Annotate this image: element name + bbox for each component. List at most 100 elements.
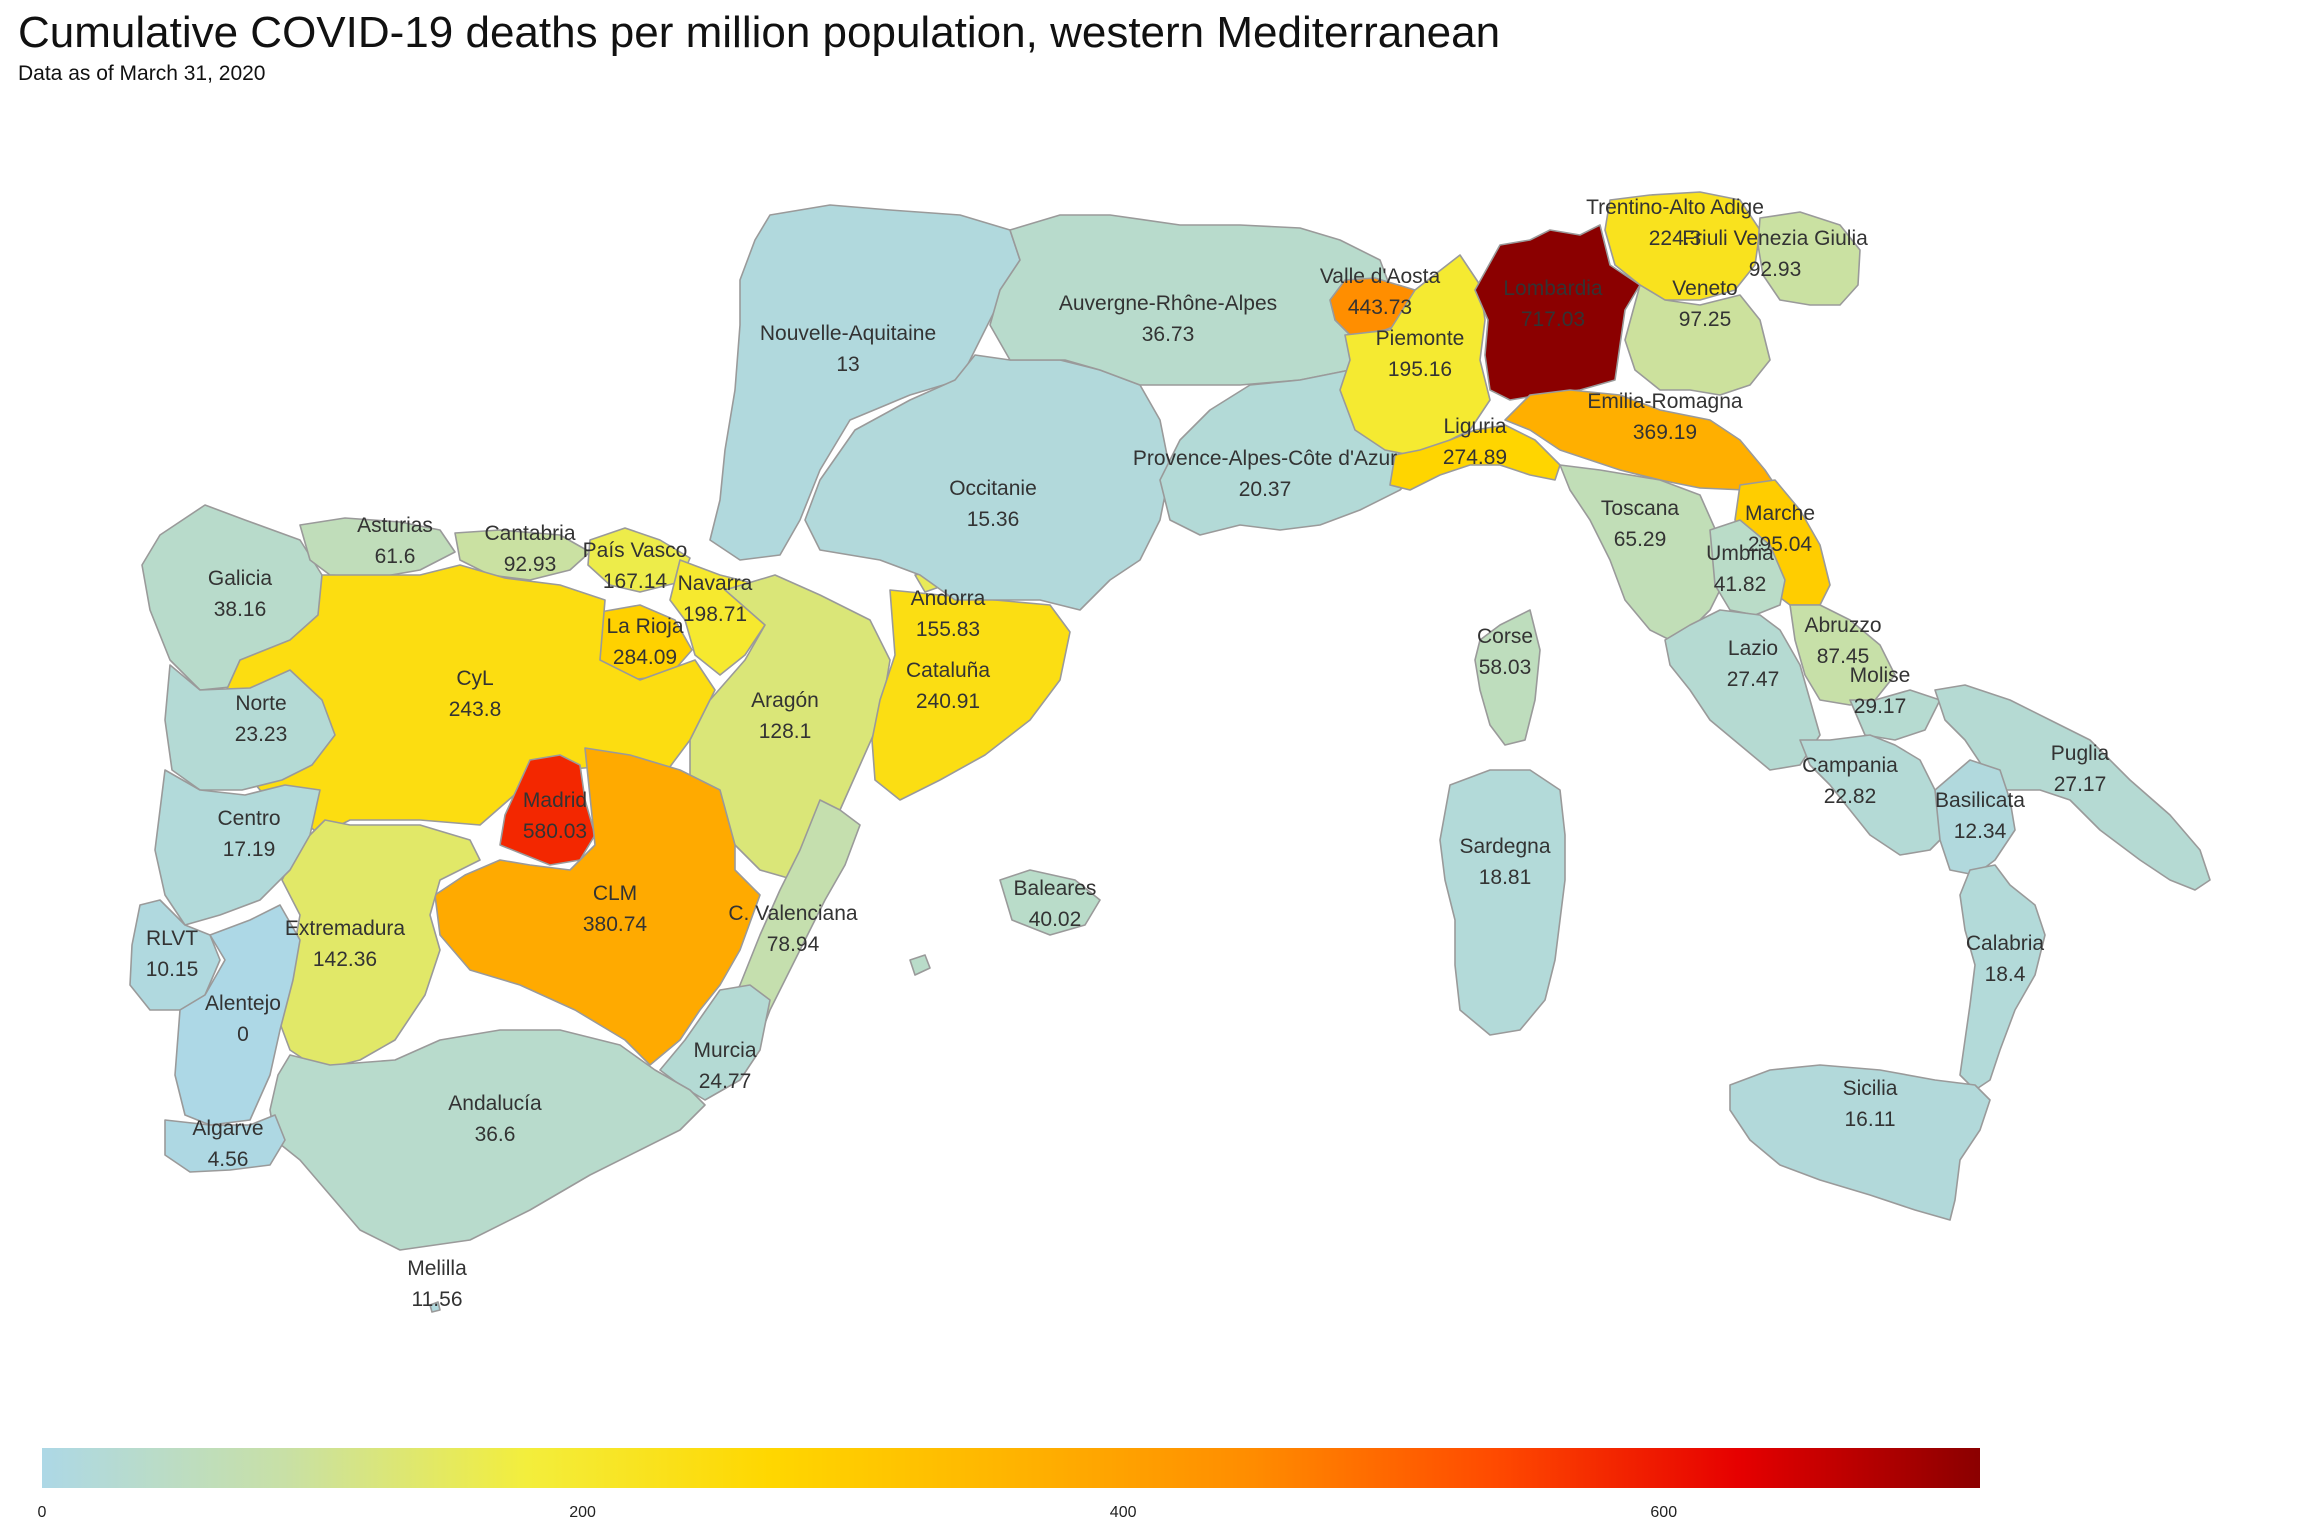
region-sardegna bbox=[1439, 769, 1566, 1036]
region-label-provence-alpes-cote-d-azur: Provence-Alpes-Côte d'Azur bbox=[1133, 447, 1397, 470]
region-cantabria bbox=[454, 529, 591, 581]
region-label-friuli-venezia-giulia: Friuli Venezia Giulia bbox=[1682, 227, 1868, 250]
region-label-nouvelle-aquitaine: Nouvelle-Aquitaine bbox=[760, 322, 936, 345]
region-label-occitanie: Occitanie bbox=[949, 477, 1037, 500]
legend-tick-600: 600 bbox=[1650, 1504, 1678, 1521]
region-label-la-rioja: La Rioja bbox=[606, 615, 683, 638]
region-label-melilla: Melilla bbox=[407, 1257, 467, 1280]
region-label-c-valenciana: C. Valenciana bbox=[728, 902, 858, 925]
region-value-madrid: 580.03 bbox=[523, 820, 587, 843]
region-value-friuli-venezia-giulia: 92.93 bbox=[1749, 258, 1802, 281]
legend-tick-200: 200 bbox=[569, 1504, 596, 1521]
region-value-calabria: 18.4 bbox=[1985, 963, 2026, 986]
region-andalucia bbox=[269, 1029, 706, 1251]
region-sicilia bbox=[1729, 1064, 1991, 1221]
choropleth-map: Galicia 38.16 Asturias 61.6 Cantabria 92.93 Pa… bbox=[129, 191, 2211, 1313]
region-label-murcia: Murcia bbox=[693, 1039, 756, 1062]
region-label-umbria: Umbria bbox=[1706, 542, 1774, 565]
region-value-piemonte: 195.16 bbox=[1388, 358, 1452, 381]
region-label-corse: Corse bbox=[1477, 625, 1533, 648]
region-norte bbox=[164, 664, 336, 791]
region-value-cataluna: 240.91 bbox=[916, 690, 980, 713]
region-value-extremadura: 142.36 bbox=[313, 948, 377, 971]
region-value-emilia-romagna: 369.19 bbox=[1633, 421, 1697, 444]
region-label-piemonte: Piemonte bbox=[1376, 327, 1465, 350]
region-label-lombardia: Lombardia bbox=[1503, 277, 1603, 300]
region-value-cantabria: 92.93 bbox=[504, 553, 557, 576]
region-label-extremadura: Extremadura bbox=[285, 917, 406, 940]
region-value-trentino-alto-adige: 224.3 bbox=[1649, 227, 1702, 250]
region-clm bbox=[434, 747, 761, 1066]
region-algarve bbox=[164, 1114, 286, 1173]
region-label-emilia-romagna: Emilia-Romagna bbox=[1587, 390, 1743, 413]
legend-tick-400: 400 bbox=[1109, 1504, 1137, 1521]
region-value-asturias: 61.6 bbox=[375, 545, 416, 568]
region-calabria bbox=[1959, 864, 2046, 1091]
region-label-campania: Campania bbox=[1802, 754, 1898, 777]
region-value-clm: 380.74 bbox=[583, 913, 648, 936]
region-label-navarra: Navarra bbox=[678, 572, 753, 595]
region-value-valle-d-aosta: 443.73 bbox=[1348, 296, 1412, 319]
region-value-liguria: 274.89 bbox=[1443, 446, 1507, 469]
region-basilicata bbox=[1934, 759, 2016, 876]
region-label-liguria: Liguria bbox=[1443, 415, 1506, 438]
region-value-campania: 22.82 bbox=[1824, 785, 1877, 808]
region-value-sardegna: 18.81 bbox=[1479, 866, 1532, 889]
region-value-basilicata: 12.34 bbox=[1954, 820, 2007, 843]
region-value-melilla: 11.56 bbox=[412, 1288, 463, 1311]
region-label-cyl: CyL bbox=[456, 667, 493, 690]
region-label-cantabria: Cantabria bbox=[484, 522, 575, 545]
region-label-asturias: Asturias bbox=[357, 514, 433, 537]
region-value-nouvelle-aquitaine: 13 bbox=[836, 353, 859, 376]
region-value-lazio: 27.47 bbox=[1727, 668, 1780, 691]
region-label-calabria: Calabria bbox=[1966, 932, 2045, 955]
region-label-sicilia: Sicilia bbox=[1843, 1077, 1898, 1100]
region-value-corse: 58.03 bbox=[1479, 656, 1532, 679]
region-value-occitanie: 15.36 bbox=[967, 508, 1020, 531]
region-lazio bbox=[1664, 609, 1821, 771]
region-value-umbria: 41.82 bbox=[1714, 573, 1767, 596]
region-lombardia bbox=[1474, 224, 1641, 401]
region-label-clm: CLM bbox=[593, 882, 637, 905]
region-label-marche: Marche bbox=[1745, 502, 1815, 525]
color-scale-bar bbox=[42, 1448, 1980, 1488]
region-value-rlvt: 10.15 bbox=[146, 958, 199, 981]
region-umbria bbox=[1709, 519, 1786, 616]
region-label-pais-vasco: País Vasco bbox=[583, 539, 688, 562]
region-value-toscana: 65.29 bbox=[1614, 528, 1667, 551]
region-label-cataluna: Cataluña bbox=[906, 659, 990, 682]
region-value-aragon: 128.1 bbox=[759, 720, 812, 743]
region-value-algarve: 4.56 bbox=[208, 1148, 249, 1171]
region-value-cyl: 243.8 bbox=[449, 698, 502, 721]
region-murcia bbox=[659, 984, 771, 1101]
region-label-puglia: Puglia bbox=[2051, 742, 2110, 765]
region-label-aragon: Aragón bbox=[751, 689, 819, 712]
region-asturias bbox=[299, 517, 456, 578]
region-value-sicilia: 16.11 bbox=[1845, 1108, 1896, 1131]
region-liguria bbox=[1389, 424, 1561, 491]
region-label-norte: Norte bbox=[235, 692, 286, 715]
region-value-navarra: 198.71 bbox=[683, 603, 747, 626]
region-value-lombardia: 717.03 bbox=[1521, 308, 1585, 331]
region-label-veneto: Veneto bbox=[1672, 277, 1737, 300]
region-value-c-valenciana: 78.94 bbox=[767, 933, 820, 956]
region-value-baleares: 40.02 bbox=[1029, 908, 1082, 931]
region-label-trentino-alto-adige: Trentino-Alto Adige bbox=[1586, 196, 1764, 219]
region-label-molise: Molise bbox=[1850, 664, 1911, 687]
region-value-pais-vasco: 167.14 bbox=[603, 570, 668, 593]
region-corse bbox=[1474, 609, 1541, 746]
region-label-rlvt: RLVT bbox=[146, 927, 198, 950]
region-label-galicia: Galicia bbox=[208, 567, 273, 590]
baleares-islet-shape bbox=[909, 954, 931, 976]
region-label-andorra: Andorra bbox=[911, 587, 986, 610]
region-trentino-alto-adige bbox=[1604, 191, 1761, 301]
region-centro bbox=[154, 769, 321, 926]
region-label-abruzzo: Abruzzo bbox=[1804, 614, 1881, 637]
legend-tick-0: 0 bbox=[37, 1504, 47, 1521]
region-veneto bbox=[1624, 284, 1771, 396]
region-value-galicia: 38.16 bbox=[214, 598, 267, 621]
region-label-lazio: Lazio bbox=[1728, 637, 1778, 660]
region-label-baleares: Baleares bbox=[1014, 877, 1097, 900]
region-friuli-venezia-giulia bbox=[1757, 211, 1861, 306]
region-value-abruzzo: 87.45 bbox=[1817, 645, 1870, 668]
